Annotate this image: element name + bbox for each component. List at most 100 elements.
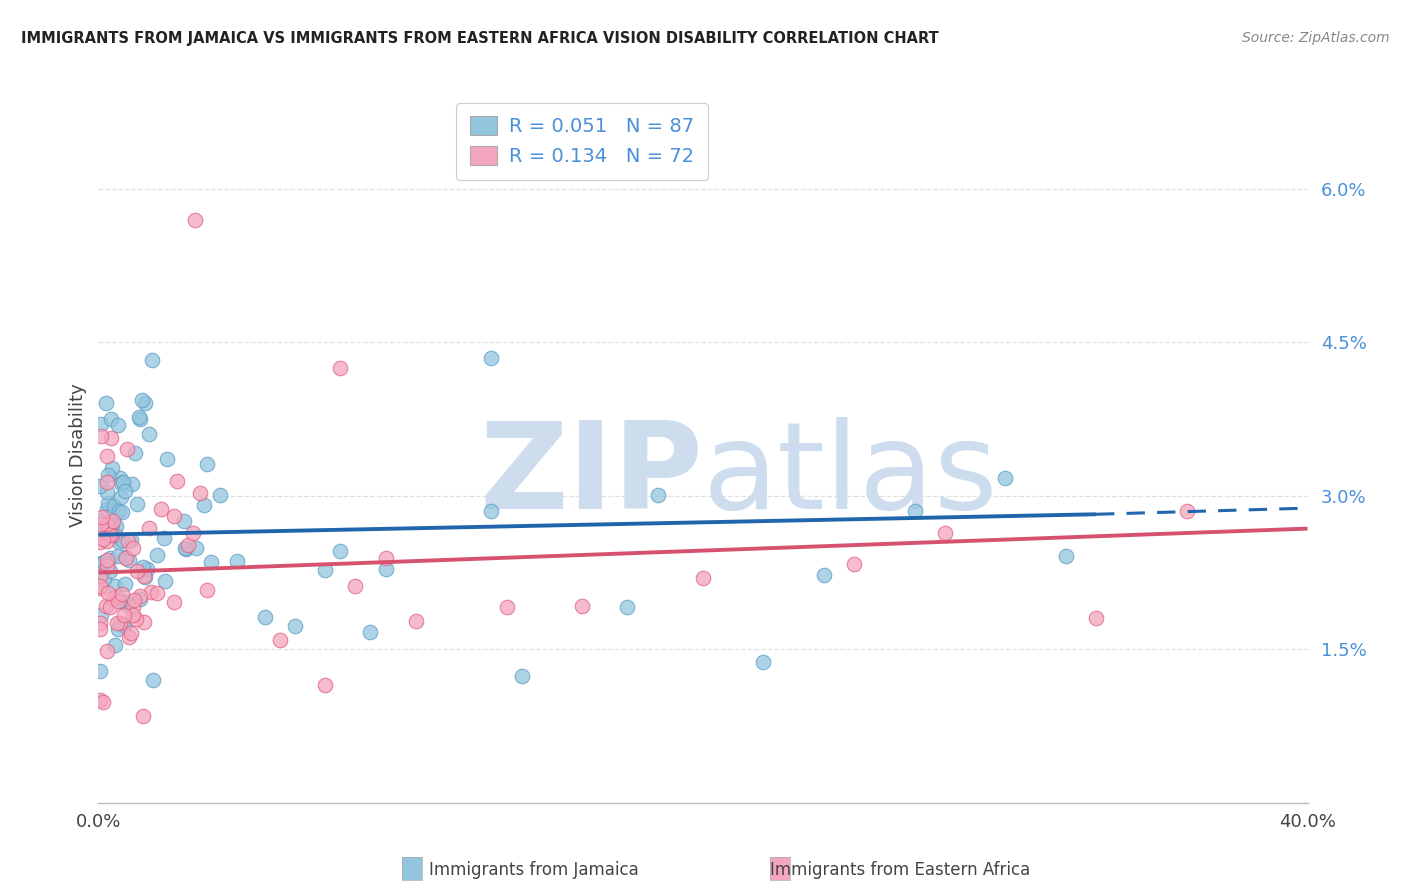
Point bbox=[134, 570, 156, 584]
Point bbox=[96, 553, 118, 567]
Point bbox=[120, 533, 142, 547]
Point bbox=[122, 607, 145, 622]
Point bbox=[314, 678, 336, 692]
Point bbox=[114, 483, 136, 498]
Point bbox=[155, 574, 177, 588]
Point bbox=[156, 452, 179, 467]
Point bbox=[616, 599, 638, 614]
Point bbox=[107, 504, 129, 518]
Point bbox=[89, 664, 111, 678]
Point bbox=[752, 655, 775, 669]
Y-axis label: Vision Disability: Vision Disability bbox=[69, 383, 87, 527]
Point bbox=[98, 564, 121, 578]
Point bbox=[114, 577, 136, 591]
Point bbox=[96, 502, 118, 516]
Point bbox=[190, 486, 212, 500]
Point bbox=[647, 488, 669, 502]
Point bbox=[89, 623, 111, 637]
Point bbox=[844, 557, 866, 571]
Point bbox=[107, 549, 129, 564]
Point bbox=[96, 516, 118, 531]
Point bbox=[103, 499, 125, 513]
Point bbox=[904, 504, 927, 518]
Point bbox=[96, 644, 118, 658]
Point bbox=[96, 449, 118, 463]
Point bbox=[200, 555, 222, 569]
Point bbox=[101, 591, 124, 605]
Point bbox=[90, 517, 112, 532]
Point bbox=[127, 497, 149, 511]
Point bbox=[374, 562, 396, 576]
Point bbox=[89, 479, 111, 493]
Point bbox=[104, 528, 127, 542]
Point bbox=[89, 581, 111, 595]
Point bbox=[124, 592, 146, 607]
Point bbox=[120, 626, 142, 640]
Point bbox=[115, 442, 138, 456]
Text: IMMIGRANTS FROM JAMAICA VS IMMIGRANTS FROM EASTERN AFRICA VISION DISABILITY CORR: IMMIGRANTS FROM JAMAICA VS IMMIGRANTS FR… bbox=[21, 31, 939, 46]
Point bbox=[108, 535, 131, 549]
Point bbox=[117, 598, 139, 612]
Point bbox=[118, 630, 141, 644]
Point bbox=[89, 514, 111, 528]
Point bbox=[138, 427, 160, 442]
Point bbox=[105, 615, 128, 630]
Point bbox=[112, 617, 135, 632]
Point bbox=[195, 457, 218, 471]
Point bbox=[96, 485, 118, 500]
Point bbox=[110, 506, 132, 520]
Point bbox=[329, 360, 352, 375]
Point bbox=[89, 579, 111, 593]
Point bbox=[374, 551, 396, 566]
Point bbox=[174, 541, 197, 555]
Point bbox=[104, 519, 127, 533]
Point bbox=[193, 498, 215, 512]
Point bbox=[121, 599, 143, 614]
Point bbox=[94, 599, 117, 614]
Point bbox=[129, 589, 152, 603]
Point bbox=[101, 514, 124, 528]
Point bbox=[405, 615, 427, 629]
Point bbox=[177, 538, 200, 552]
Point bbox=[481, 351, 503, 365]
Point bbox=[994, 471, 1017, 485]
Point bbox=[105, 590, 128, 604]
Point bbox=[112, 619, 135, 633]
Point bbox=[93, 573, 115, 587]
Point bbox=[104, 638, 127, 652]
Point bbox=[150, 502, 173, 516]
Point bbox=[208, 488, 231, 502]
Point bbox=[934, 525, 956, 540]
Point bbox=[139, 584, 162, 599]
Point bbox=[108, 616, 131, 631]
Point bbox=[89, 569, 111, 583]
Point bbox=[481, 503, 503, 517]
Point bbox=[163, 508, 186, 523]
Point bbox=[98, 517, 121, 532]
Point bbox=[344, 579, 367, 593]
Point bbox=[124, 446, 146, 460]
Point bbox=[329, 543, 352, 558]
Point bbox=[97, 496, 120, 510]
Point bbox=[89, 615, 111, 630]
Point bbox=[90, 417, 112, 432]
Point bbox=[1175, 504, 1198, 518]
Point bbox=[360, 624, 382, 639]
Point bbox=[98, 550, 121, 565]
Point bbox=[153, 531, 176, 545]
Point bbox=[101, 527, 124, 541]
Point bbox=[98, 599, 121, 614]
Point bbox=[195, 582, 218, 597]
Point bbox=[91, 695, 114, 709]
Point bbox=[104, 579, 127, 593]
Point bbox=[571, 599, 593, 613]
Legend: R = 0.051   N = 87, R = 0.134   N = 72: R = 0.051 N = 87, R = 0.134 N = 72 bbox=[457, 103, 707, 179]
Point bbox=[100, 431, 122, 445]
Point bbox=[174, 542, 197, 557]
Point bbox=[90, 510, 112, 524]
Point bbox=[813, 567, 835, 582]
Point bbox=[90, 525, 112, 540]
Point bbox=[132, 709, 155, 723]
Point bbox=[94, 396, 117, 410]
Point bbox=[90, 608, 112, 623]
